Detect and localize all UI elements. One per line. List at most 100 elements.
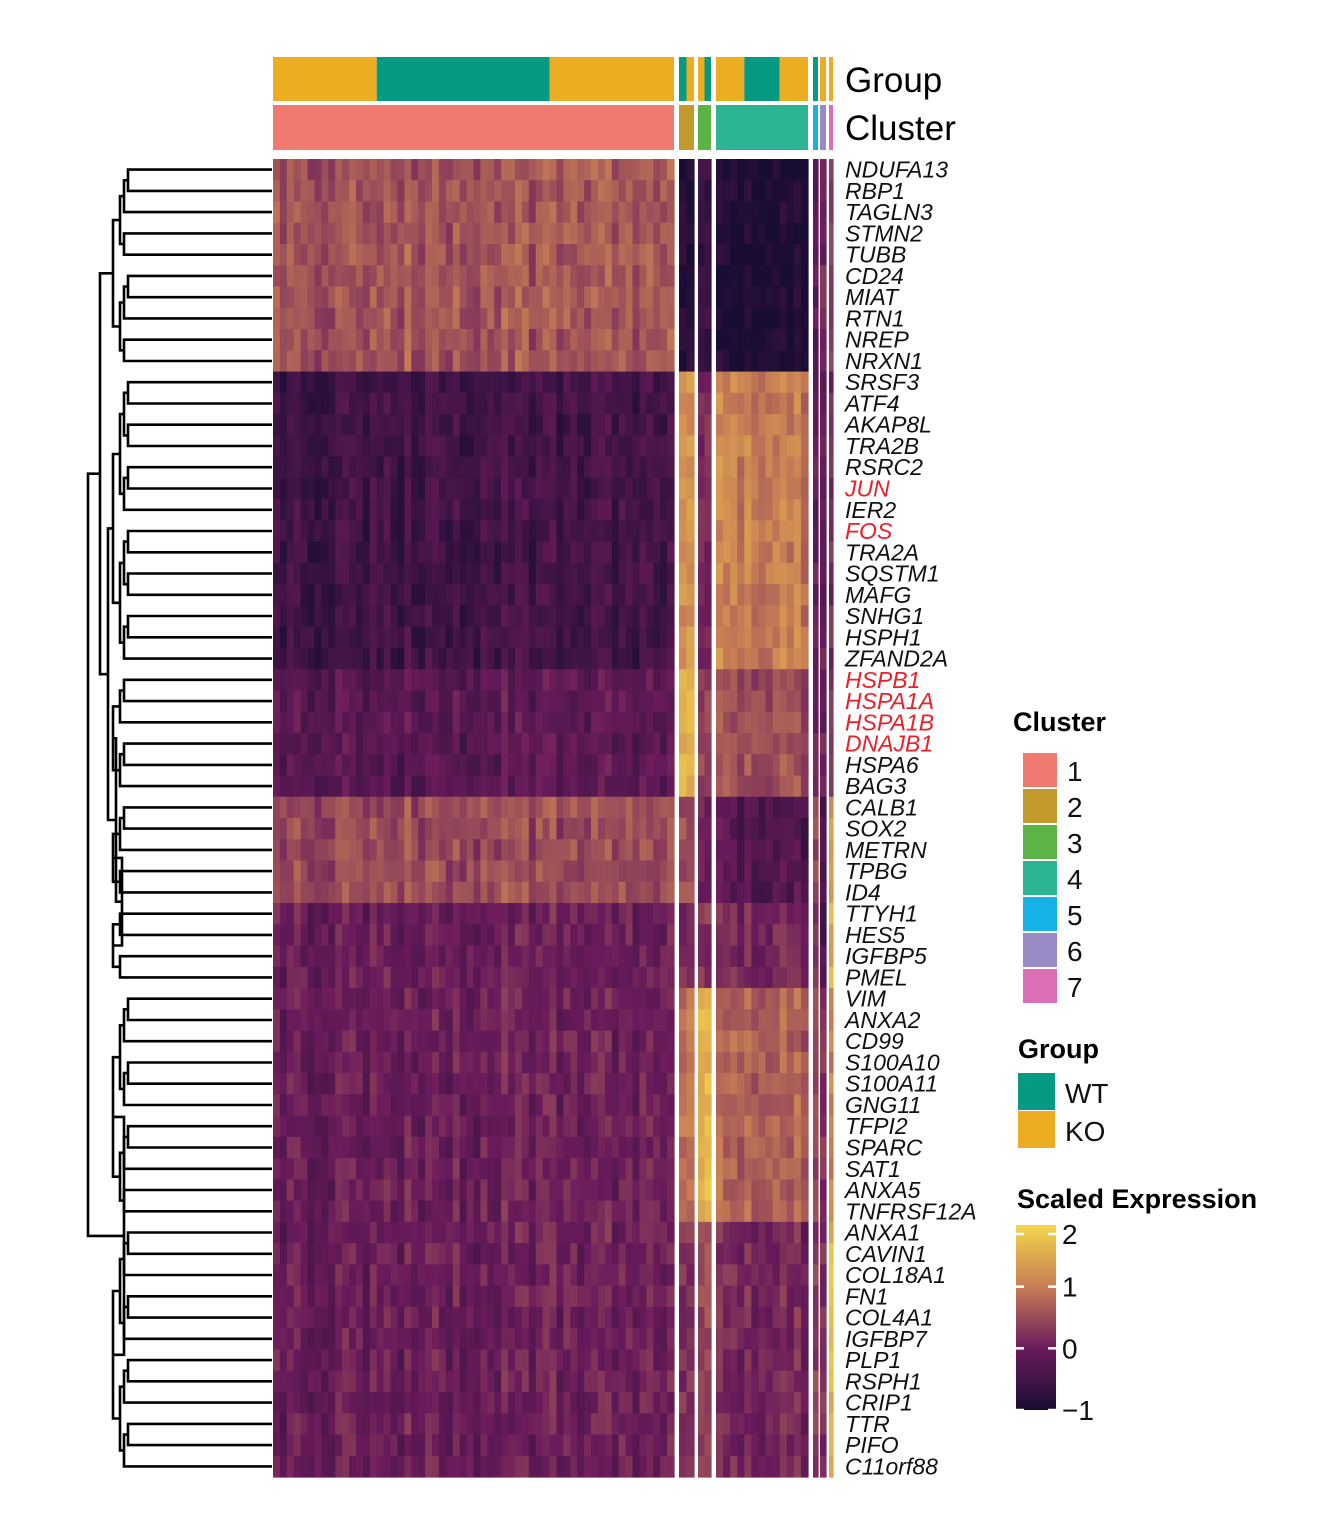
heatmap-cell [286,1094,295,1117]
heatmap-cell [438,1115,447,1138]
heatmap-cell [425,371,433,394]
heatmap-cell [376,924,385,947]
heatmap-cell [286,754,295,777]
heatmap-cell [438,201,447,224]
heatmap-cell [632,1200,641,1223]
heatmap-cell [369,754,378,777]
heatmap-cell [704,1115,712,1138]
heatmap-cell [390,1243,399,1266]
heatmap-cell [597,647,606,670]
heatmap-cell [445,1370,454,1393]
heatmap-cell [813,732,819,755]
heatmap-cell [758,754,767,777]
heatmap-cell [404,1073,412,1095]
heatmap-cell [679,775,688,798]
heatmap-cell [355,669,364,692]
heatmap-cell [452,307,461,330]
heatmap-cell [556,754,564,777]
heatmap-cell [800,1051,809,1074]
heatmap-cell [829,371,834,394]
heatmap-cell [549,860,558,883]
heatmap-cell [494,456,502,479]
heatmap-cell [508,881,516,904]
heatmap-cell [411,988,419,1010]
heatmap-cell [528,966,537,989]
heatmap-cell [597,1285,606,1308]
heatmap-cell [556,1051,564,1074]
heatmap-cell [438,903,447,925]
heatmap-cell [563,244,571,266]
heatmap-cell [383,924,392,947]
heatmap-cell [723,1391,731,1414]
heatmap-cell [528,1243,537,1266]
heatmap-cell [307,286,316,309]
heatmap-cell [459,924,468,947]
heatmap-cell [686,1221,695,1244]
heatmap-cell [549,647,558,670]
heatmap-cell [704,265,712,288]
heatmap-cell [549,732,558,755]
heatmap-cell [425,1094,433,1117]
heatmap-cell [679,180,688,203]
heatmap-cell [698,1391,706,1414]
heatmap-cell [653,1264,661,1287]
heatmap-cell [328,1370,336,1393]
heatmap-cell [425,1136,433,1159]
heatmap-cell [383,1158,392,1180]
heatmap-cell [577,1306,585,1329]
heatmap-cell [653,690,661,713]
heatmap-cell [800,520,809,543]
heatmap-cell [480,1158,488,1180]
heatmap-cell [376,1391,385,1414]
heatmap-cell [765,1009,774,1032]
heatmap-cell [779,435,788,458]
heatmap-cell [273,605,281,628]
heatmap-cell [418,159,426,181]
heatmap-cell [800,244,809,266]
heatmap-cell [679,647,688,670]
heatmap-cell [584,1051,592,1074]
heatmap-cell [452,159,461,181]
heatmap-cell [820,350,827,373]
heatmap-cell [686,988,695,1010]
heatmap-cell [758,1455,767,1478]
heatmap-cell [765,647,774,670]
heatmap-cell [501,159,509,181]
heatmap-cell [556,1349,564,1372]
heatmap-cell [604,244,613,266]
heatmap-cell [542,180,551,203]
group-annotation-segment [698,57,705,101]
heatmap-cell [349,307,357,330]
heatmap-cell [369,1158,378,1180]
heatmap-cell [459,711,468,734]
heatmap-cell [349,1115,357,1138]
cluster-legend-label: 3 [1067,828,1083,859]
gene-label: IGFBP7 [845,1326,928,1352]
heatmap-cell [751,456,760,479]
heatmap-cell [549,180,558,203]
heatmap-cell [521,690,530,713]
heatmap-cell [591,1179,599,1202]
heatmap-cell [432,201,440,224]
heatmap-cell [487,1264,495,1287]
heatmap-cell [723,1115,731,1138]
heatmap-cell [686,1158,695,1180]
heatmap-cell [723,839,731,862]
heatmap-cell [686,1179,695,1202]
heatmap-cell [355,903,364,925]
heatmap-cell [758,286,767,309]
heatmap-cell [563,775,571,798]
heatmap-cell [355,1391,364,1414]
heatmap-cell [800,711,809,734]
heatmap-cell [466,392,475,415]
heatmap-cell [335,1221,343,1244]
heatmap-cell [625,1136,634,1159]
heatmap-cell [758,711,767,734]
heatmap-cell [397,1455,405,1478]
heatmap-cell [438,477,447,500]
heatmap-cell [342,244,350,266]
heatmap-cell [466,690,475,713]
heatmap-cell [639,520,647,543]
heatmap-cell [411,966,419,989]
heatmap-cell [653,1094,661,1117]
